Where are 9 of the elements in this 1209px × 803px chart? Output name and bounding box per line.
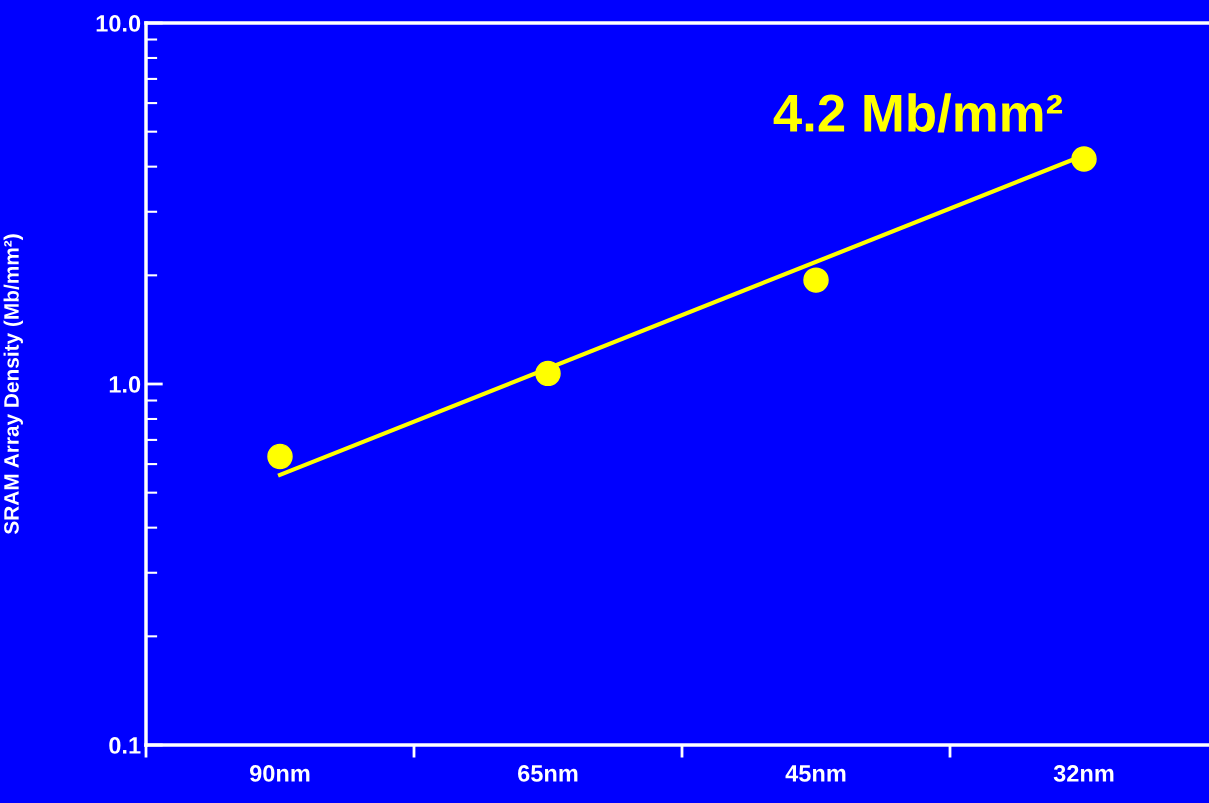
x-tick-label: 90nm: [249, 765, 310, 782]
y-tick-label: 1.0: [109, 376, 141, 393]
y-tick-label: 0.1: [109, 737, 141, 754]
x-tick-label: 32nm: [1053, 765, 1114, 782]
annotation: 4.2 Mb/mm²: [773, 93, 1063, 133]
x-tick-label: 65nm: [518, 765, 578, 782]
x-tick-label: 45nm: [785, 765, 846, 782]
y-axis-title: SRAM Array Density (Mb/mm²): [3, 234, 23, 535]
y-tick-label: 10.0: [96, 15, 141, 32]
